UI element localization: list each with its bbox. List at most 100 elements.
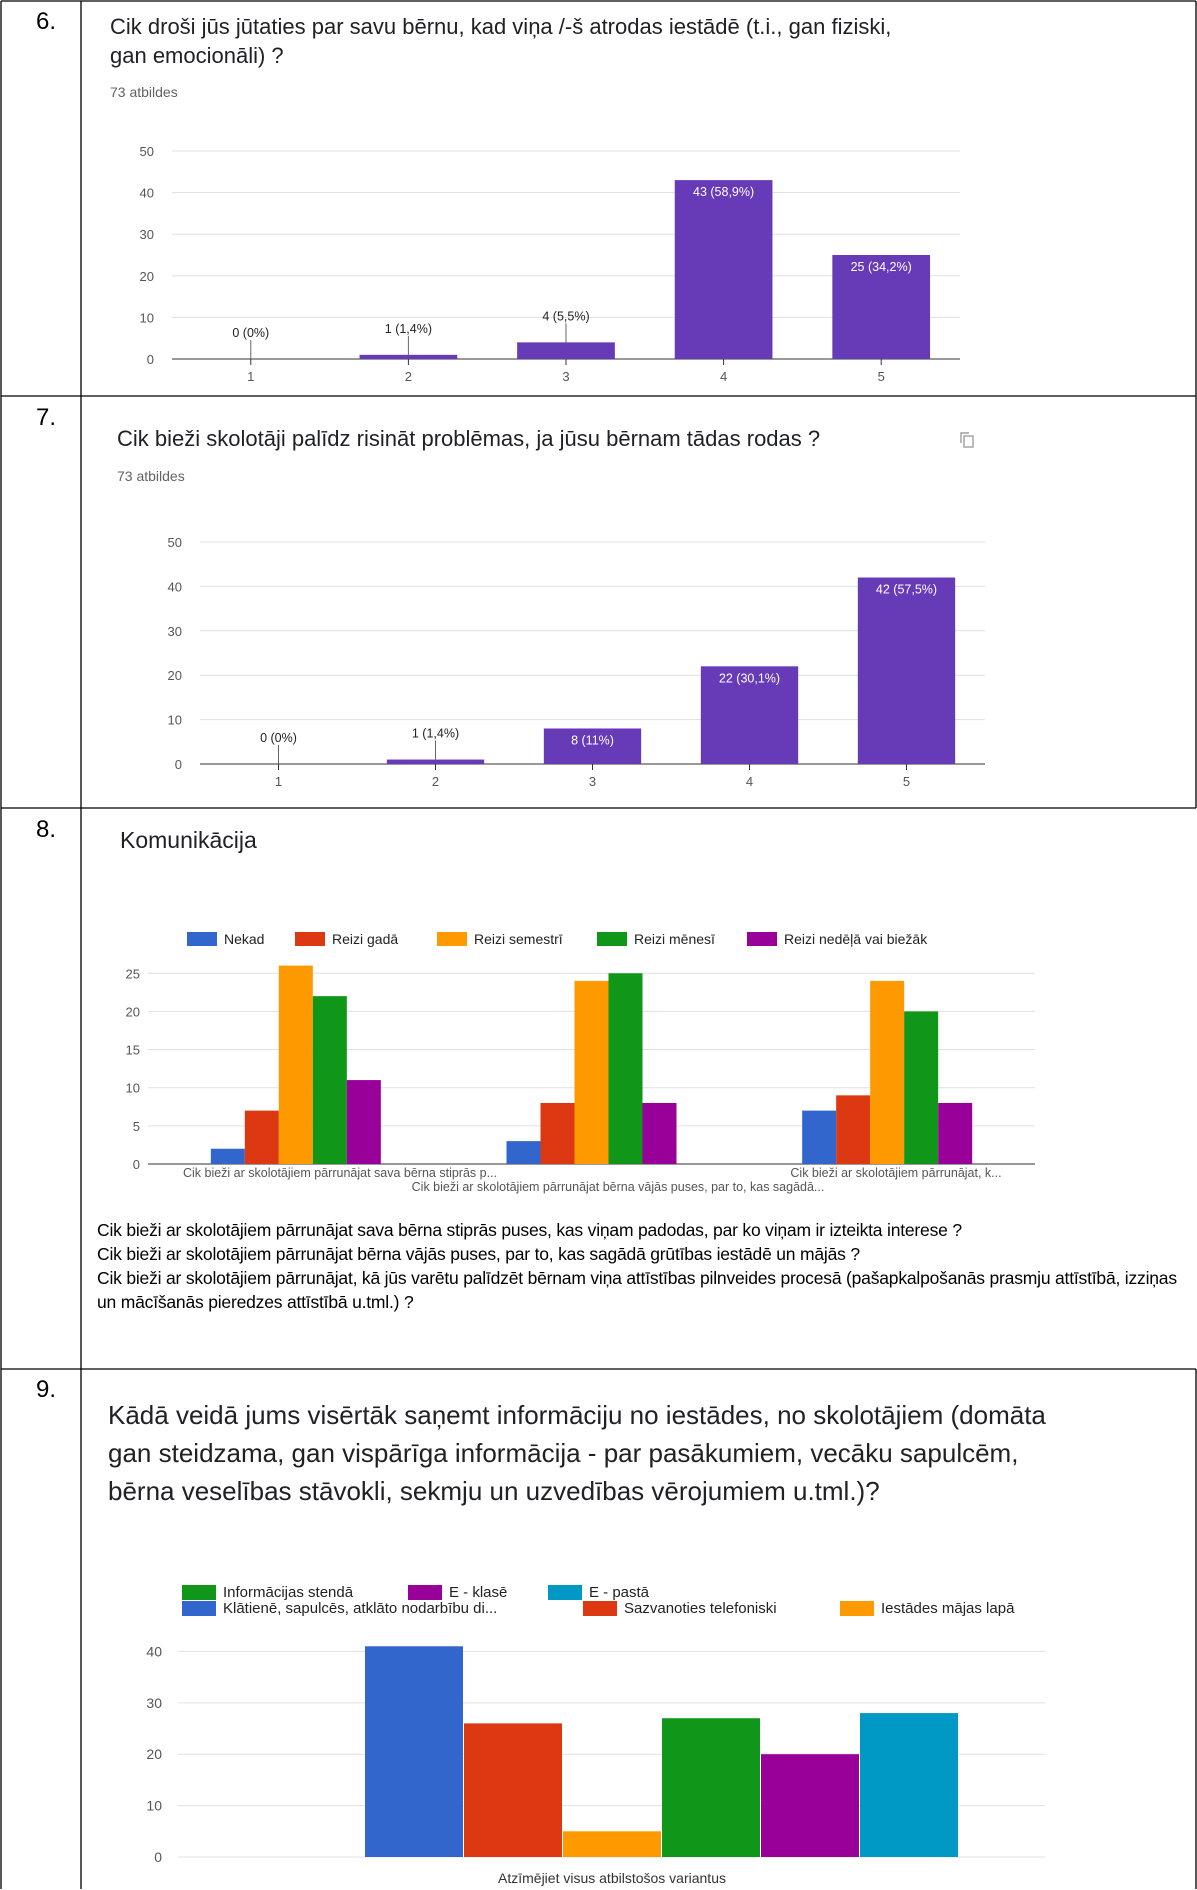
- y-tick-label: 0: [133, 1157, 140, 1172]
- legend-swatch: [182, 1601, 216, 1616]
- y-tick-label: 30: [168, 624, 182, 639]
- y-tick-label: 20: [168, 668, 182, 683]
- bar: [761, 1754, 859, 1857]
- legend-label: Reizi gadā: [332, 931, 398, 947]
- legend-swatch: [583, 1601, 617, 1616]
- legend-label: E - klasē: [449, 1584, 507, 1601]
- x-axis-label: Atzīmējiet visus atbilstošos variantus: [498, 1870, 726, 1886]
- y-tick-label: 10: [140, 310, 154, 325]
- bar: [386, 759, 485, 764]
- legend-swatch: [840, 1601, 874, 1616]
- data-label: 8 (11%): [571, 733, 614, 747]
- bar: [540, 1102, 575, 1164]
- question-7-title: Cik bieži skolotāji palīdz risināt probl…: [117, 426, 821, 451]
- data-label: 1 (1,4%): [385, 322, 432, 336]
- question-7-response-count: 73 atbildes: [117, 468, 185, 484]
- bar: [857, 577, 956, 764]
- y-tick-label: 10: [126, 1081, 140, 1096]
- bar: [312, 996, 347, 1164]
- x-tick-label: 4: [720, 369, 727, 384]
- x-tick-label: 3: [589, 774, 596, 789]
- data-label: 4 (5,5%): [542, 309, 589, 323]
- bar: [563, 1831, 661, 1857]
- bar: [365, 1646, 463, 1857]
- x-tick-label: 5: [903, 774, 910, 789]
- legend-swatch: [295, 932, 325, 946]
- x-tick-label: 1: [247, 369, 254, 384]
- bar: [517, 342, 615, 359]
- legend-swatch: [182, 1585, 216, 1600]
- data-label: 42 (57,5%): [876, 583, 937, 597]
- legend-label: E - pastā: [589, 1584, 650, 1601]
- bar: [574, 980, 609, 1164]
- y-tick-label: 0: [154, 1849, 162, 1865]
- legend-swatch: [747, 932, 777, 946]
- y-tick-label: 50: [168, 535, 182, 550]
- data-label: 0 (0%): [232, 326, 269, 340]
- note-item: Cik bieži ar skolotājiem pārrunājat sava…: [97, 1220, 962, 1240]
- data-label: 0 (0%): [260, 731, 297, 745]
- bar: [832, 255, 931, 359]
- y-tick-label: 30: [146, 1695, 162, 1711]
- y-tick-label: 10: [168, 713, 182, 728]
- x-tick-label: 2: [432, 774, 439, 789]
- question-6-response-count: 73 atbildes: [110, 84, 178, 100]
- bar: [904, 1011, 939, 1164]
- question-9-title: Kādā veidā jums visērtāk saņemt informāc…: [108, 1400, 1046, 1506]
- question-8-notes: Cik bieži ar skolotājiem pārrunājat sava…: [97, 1218, 1177, 1314]
- data-label: 22 (30,1%): [719, 671, 780, 685]
- bar: [802, 1110, 837, 1164]
- question-8-title: Komunikācija: [120, 827, 257, 853]
- bar: [938, 1102, 973, 1164]
- legend-swatch: [437, 932, 467, 946]
- bar: [210, 1148, 245, 1164]
- y-tick-label: 5: [133, 1119, 140, 1134]
- legend-swatch: [597, 932, 627, 946]
- bar: [359, 354, 458, 359]
- bar: [608, 973, 643, 1164]
- bar: [464, 1723, 562, 1857]
- bar: [278, 965, 313, 1164]
- legend-swatch: [187, 932, 217, 946]
- y-tick-label: 20: [126, 1004, 140, 1019]
- legend-swatch: [548, 1585, 582, 1600]
- x-tick-label: 3: [562, 369, 569, 384]
- row-number-8: 8.: [36, 816, 57, 843]
- y-tick-label: 40: [140, 186, 154, 201]
- y-tick-label: 25: [126, 966, 140, 981]
- bar: [836, 1095, 871, 1164]
- y-tick-label: 50: [140, 144, 154, 159]
- y-tick-label: 20: [146, 1746, 162, 1762]
- x-tick-label: 5: [878, 369, 885, 384]
- bar: [543, 728, 642, 764]
- y-tick-label: 0: [147, 352, 154, 367]
- bar: [674, 180, 773, 359]
- y-tick-label: 30: [140, 227, 154, 242]
- bar: [870, 980, 905, 1164]
- legend-label: Informācijas stendā: [223, 1584, 354, 1601]
- legend-swatch: [408, 1585, 442, 1600]
- row-number-6: 6.: [36, 8, 57, 35]
- bar: [860, 1713, 958, 1857]
- y-tick-label: 40: [168, 579, 182, 594]
- x-tick-label: Cik bieži ar skolotājiem pārrunājat bērn…: [412, 1180, 825, 1194]
- bar: [506, 1141, 541, 1164]
- y-tick-label: 40: [146, 1643, 162, 1659]
- y-tick-label: 15: [126, 1043, 140, 1058]
- legend-label: Sazvanoties telefoniski: [624, 1600, 777, 1617]
- copy-icon[interactable]: [960, 432, 974, 448]
- legend-label: Klātienē, sapulcēs, atklāto nodarbību di…: [223, 1600, 497, 1617]
- note-item: Cik bieži ar skolotājiem pārrunājat, kā …: [97, 1268, 1177, 1312]
- x-tick-label: 1: [275, 774, 282, 789]
- bar: [700, 666, 799, 764]
- bar: [346, 1080, 381, 1164]
- x-tick-label: Cik bieži ar skolotājiem pārrunājat sava…: [183, 1166, 497, 1180]
- row-number-7: 7.: [36, 404, 57, 431]
- y-tick-label: 20: [140, 269, 154, 284]
- legend-label: Reizi mēnesī: [634, 931, 715, 947]
- bar: [642, 1102, 677, 1164]
